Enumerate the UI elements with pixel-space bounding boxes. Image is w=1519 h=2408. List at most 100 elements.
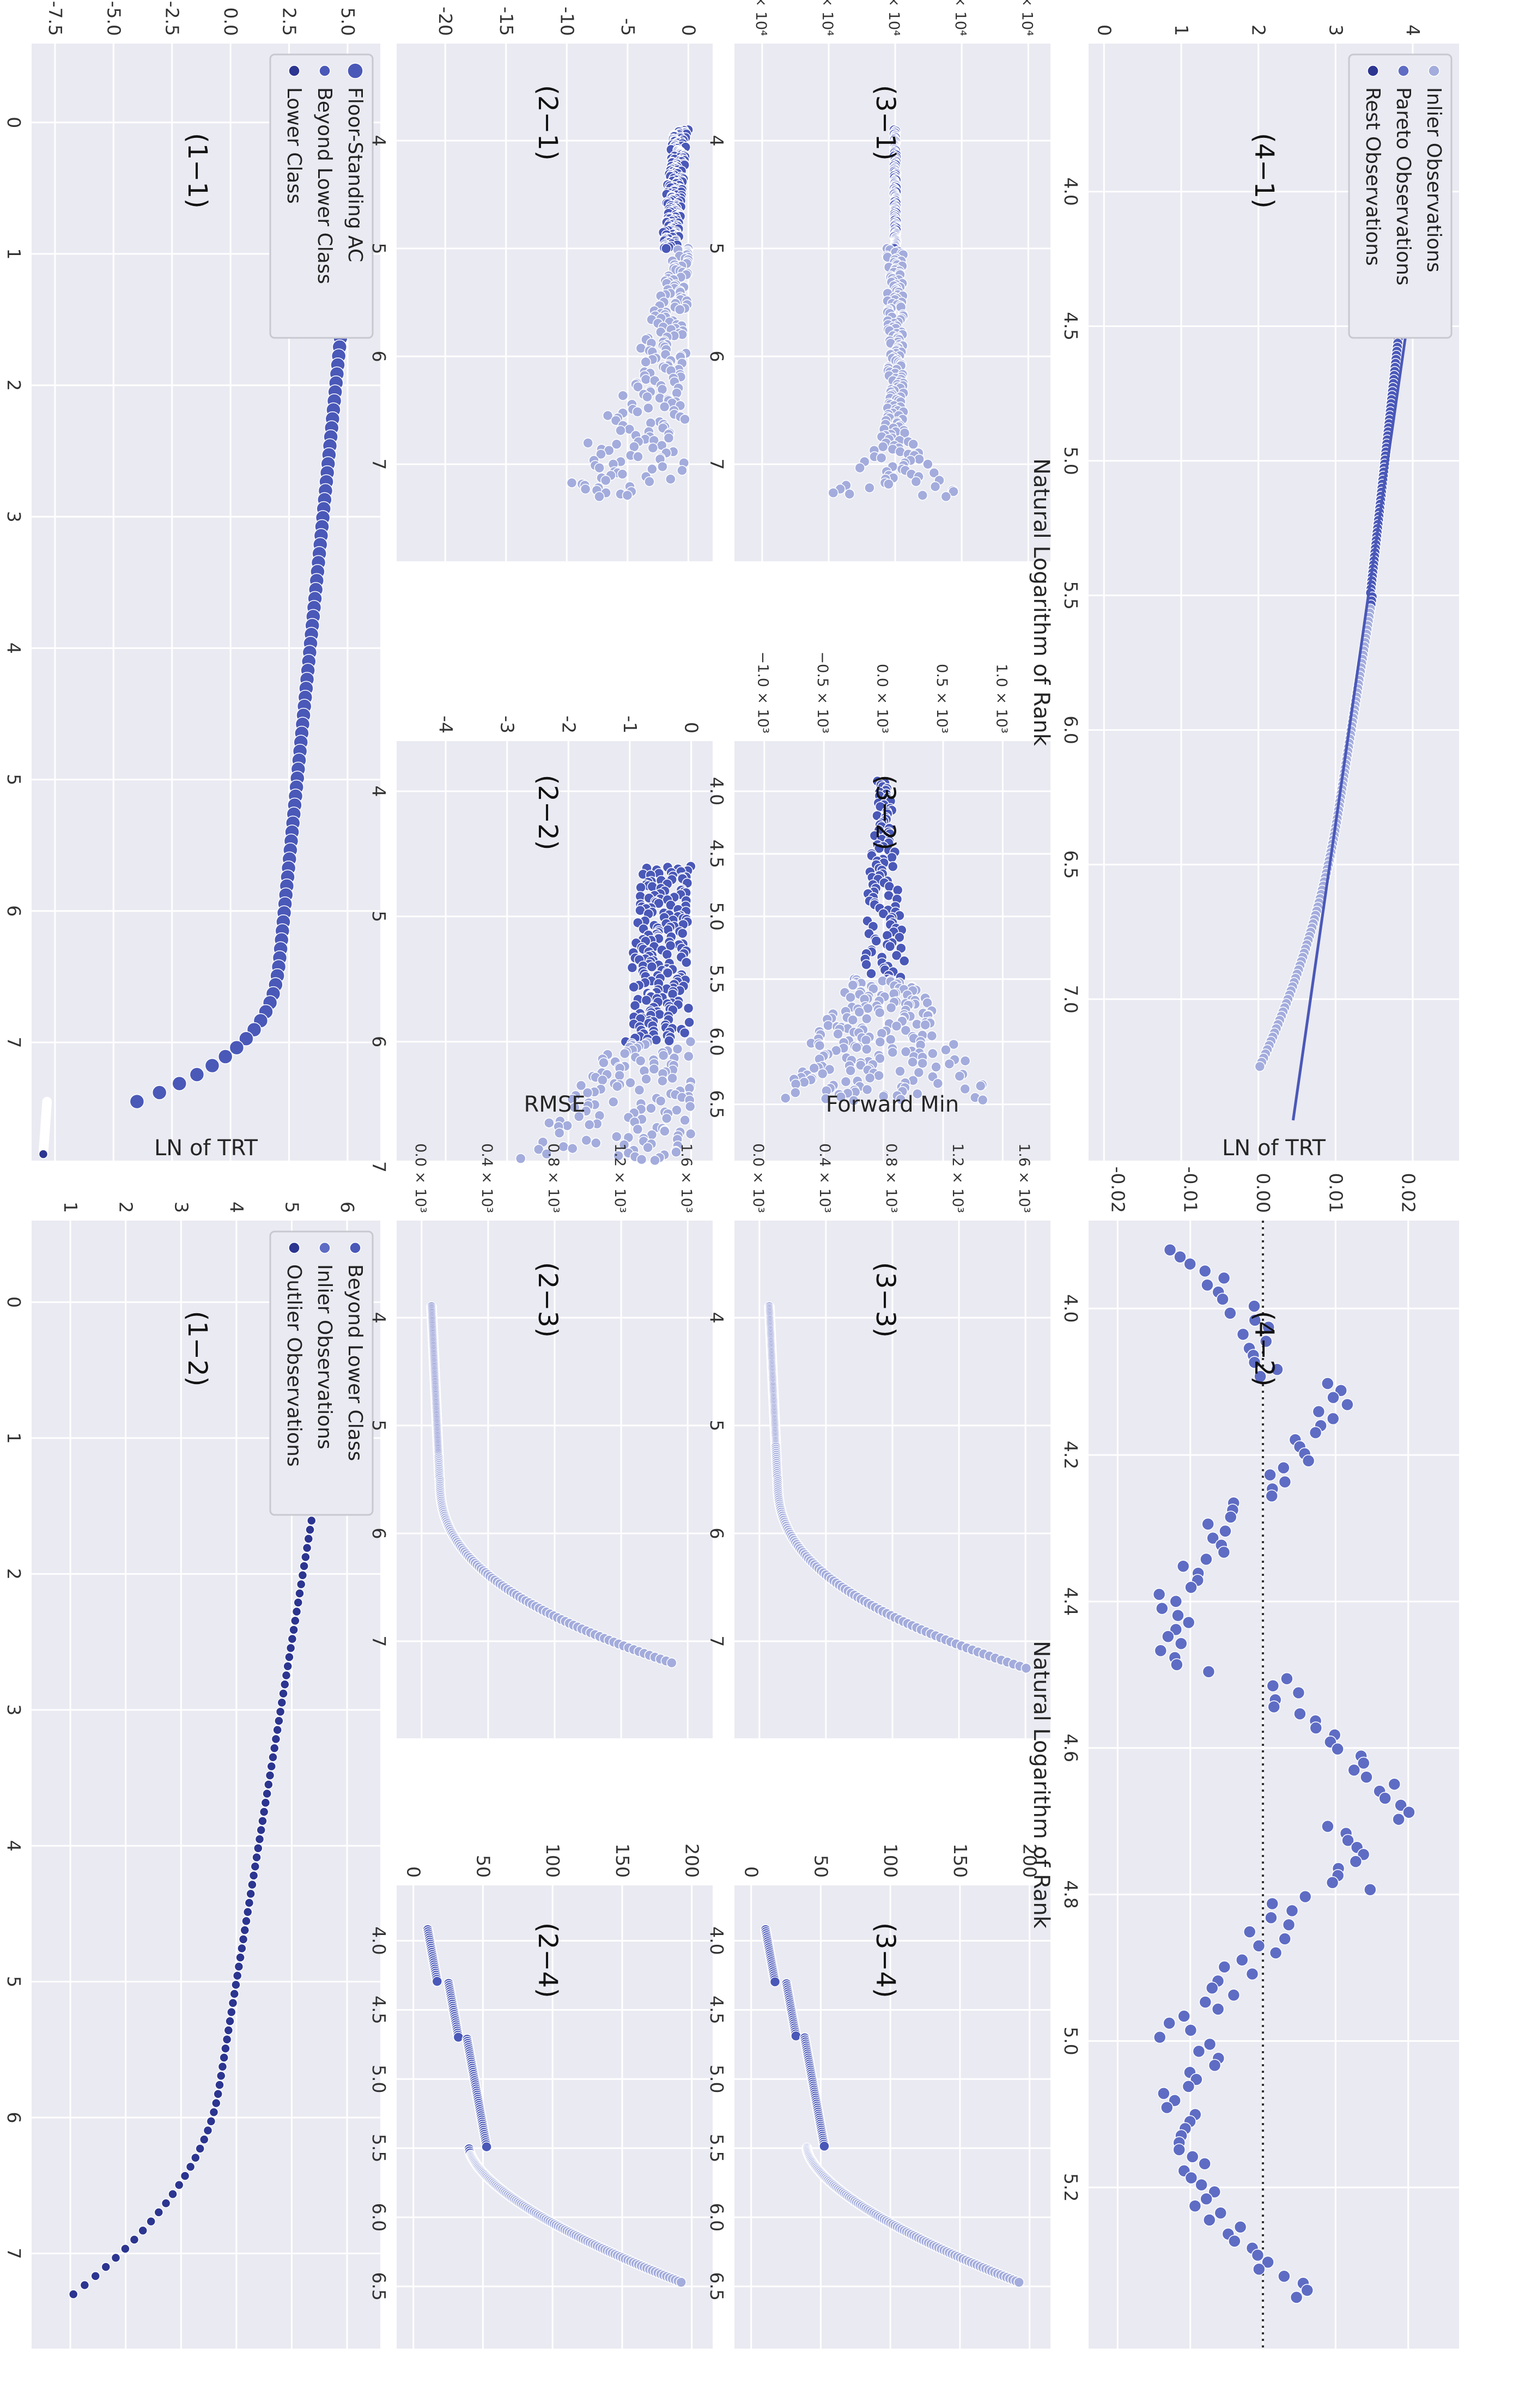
y-tick-label: -2 <box>558 715 579 733</box>
x-tick-label: 5 <box>706 1420 727 1432</box>
y-tick-label: 0.6 × 10⁴ <box>952 0 969 36</box>
y-tick-label: 50 <box>810 1855 831 1878</box>
data-point <box>1278 1475 1292 1489</box>
x-tick-label: 5.0 <box>1060 446 1081 475</box>
data-point <box>1174 1250 1187 1264</box>
data-point <box>647 442 659 453</box>
data-point <box>663 432 675 444</box>
data-point <box>1205 1981 1219 1995</box>
data-point <box>940 1044 951 1056</box>
legend-label: Rest Observations <box>1362 87 1384 266</box>
panel-3-3: 4 5 6 7 0.0 × 10³ 0.4 × 10³ 0.8 × 10³ 1.2 × 10³… <box>706 1092 1050 1738</box>
data-point <box>204 1058 220 1073</box>
x-tick-label: 7 <box>368 1161 390 1173</box>
data-point <box>617 390 629 401</box>
data-point <box>1243 1925 1256 1938</box>
data-point <box>229 1040 245 1056</box>
data-point <box>657 461 668 472</box>
data-point <box>1201 1278 1214 1292</box>
data-point <box>634 1084 645 1096</box>
data-point <box>632 406 643 417</box>
data-point <box>217 2061 228 2072</box>
y-tick-label: 4 <box>1402 25 1424 36</box>
data-point <box>129 2235 139 2245</box>
data-point <box>581 1135 592 1146</box>
panel-tag: (4−2) <box>1249 1311 1279 1387</box>
y-tick-label: 0.01 <box>1325 1173 1346 1213</box>
panel-1-1: 0 1 2 3 4 5 6 7 -7.5 -5.0 -2.5 0.0 2.5 5.0 LN of TRT (1… <box>3 1 380 1161</box>
data-point <box>1184 2171 1198 2185</box>
data-point <box>1177 2010 1190 2023</box>
x-tick-label: 4 <box>368 785 390 797</box>
data-point <box>1267 1700 1280 1714</box>
data-point <box>594 462 605 474</box>
y-tick-label: -20 <box>435 7 456 36</box>
data-point <box>1309 1721 1323 1734</box>
data-point <box>275 1707 285 1717</box>
data-point <box>1224 1307 1237 1320</box>
data-point <box>161 2198 171 2208</box>
data-point <box>1302 1454 1315 1467</box>
panel-background <box>397 1885 713 2349</box>
data-point <box>172 1076 187 1091</box>
data-point <box>847 980 859 991</box>
y-tick-label: 3 <box>171 1202 192 1213</box>
data-point <box>1153 2030 1166 2044</box>
data-point <box>657 384 668 395</box>
data-point <box>677 927 688 939</box>
data-point <box>265 1770 275 1780</box>
data-point <box>899 955 910 967</box>
y-tick-label: 0.8 × 10³ <box>545 1143 562 1213</box>
y-tick-label: 0.0 × 10³ <box>412 1143 429 1213</box>
y-tick-label: 6 <box>337 1202 358 1213</box>
data-point <box>1392 1812 1405 1826</box>
data-point <box>814 1040 825 1051</box>
data-point <box>1341 1834 1354 1847</box>
data-point <box>922 997 933 1009</box>
x-tick-label: 5 <box>3 774 25 785</box>
panel-1-2: 0 1 2 3 4 5 6 7 1 2 3 4 5 6 LN of TRT (1−2) Beyond Lower… <box>3 1136 380 2349</box>
data-point <box>174 2180 184 2190</box>
panel-3-2: 4.0 4.5 5.0 5.5 6.0 6.5 −1.0 × 10³ −0.5 × 10³ 0.… <box>706 651 1050 1161</box>
data-point <box>303 1534 314 1544</box>
data-point <box>1208 2059 1222 2072</box>
data-point <box>884 941 896 952</box>
panel-tag: (1−1) <box>182 133 212 209</box>
x-tick-label: 6.5 <box>706 1090 727 1118</box>
data-point <box>894 932 905 943</box>
data-point <box>1152 1588 1166 1601</box>
data-point <box>900 1046 912 1057</box>
data-point <box>1218 1960 1231 1974</box>
y-tick-label: -0.01 <box>1180 1167 1201 1213</box>
data-point <box>1251 2248 1265 2262</box>
data-point <box>948 486 959 497</box>
x-tick-label: 6.5 <box>706 2272 727 2301</box>
data-point <box>1261 2255 1274 2269</box>
data-point <box>1290 2291 1303 2304</box>
data-point <box>1182 1616 1195 1629</box>
data-point <box>861 959 872 970</box>
data-point <box>840 1076 852 1087</box>
data-point <box>819 2140 830 2152</box>
data-point <box>533 1144 544 1155</box>
data-point <box>281 1670 291 1681</box>
data-point <box>227 2007 236 2017</box>
data-point <box>515 1153 526 1164</box>
data-point <box>1278 2270 1291 2283</box>
data-point <box>242 1907 253 1917</box>
data-point <box>1326 1876 1339 1889</box>
data-point <box>912 1088 923 1100</box>
data-point <box>1378 1792 1392 1805</box>
data-point <box>677 465 688 476</box>
data-point <box>861 1084 873 1095</box>
data-point <box>648 1064 660 1075</box>
data-point <box>883 478 894 490</box>
data-point <box>1198 2157 1211 2170</box>
data-point <box>1214 2206 1228 2219</box>
data-point <box>260 1798 271 1808</box>
data-point <box>295 1588 305 1598</box>
x-tick-label: 4 <box>368 1312 390 1324</box>
data-point <box>234 1962 244 1972</box>
data-point <box>291 1606 302 1617</box>
